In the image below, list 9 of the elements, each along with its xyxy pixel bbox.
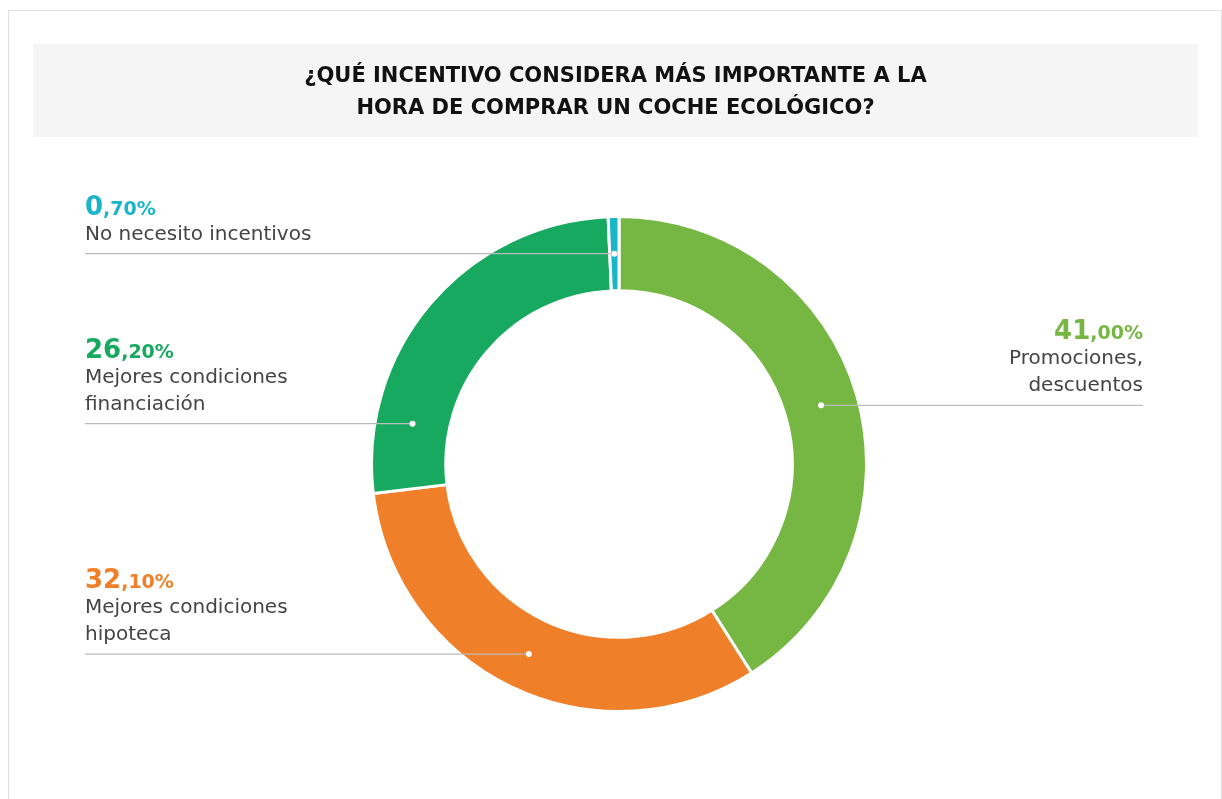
slice-label: No necesito incentivos [85, 220, 312, 245]
data-label: 26,20% [85, 333, 174, 364]
slice-label: Mejores condiciones hipoteca [85, 594, 288, 646]
slice-label: Promociones, descuentos [1009, 345, 1143, 397]
slice-label: Mejores condiciones financiación [85, 363, 288, 415]
data-label: 41,00% [1054, 315, 1144, 346]
data-label: 32,10% [85, 564, 174, 595]
data-label: 0,70% [85, 190, 156, 221]
chart-title: ¿QUÉ INCENTIVO CONSIDERA MÁS IMPORTANTE A LA HORA DE COMPRAR UN COCHE ECOLÓGICO? [303, 61, 928, 121]
